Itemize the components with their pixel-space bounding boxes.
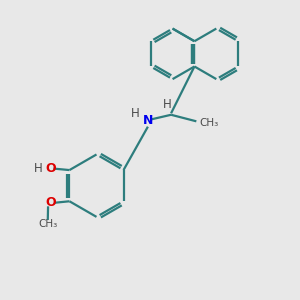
Text: O: O (46, 196, 56, 209)
Text: H: H (163, 98, 172, 111)
Text: H: H (131, 107, 140, 120)
Text: CH₃: CH₃ (38, 220, 57, 230)
Text: H: H (34, 162, 43, 175)
Text: O: O (45, 162, 56, 175)
Text: N: N (143, 114, 153, 127)
Text: CH₃: CH₃ (199, 118, 218, 128)
